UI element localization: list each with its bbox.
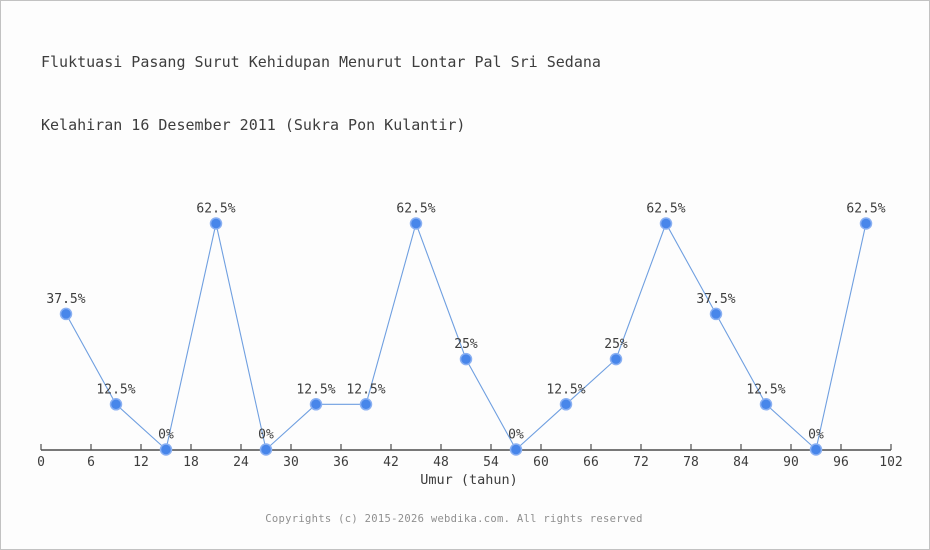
data-point-label: 62.5% — [396, 202, 435, 217]
data-point-marker — [609, 352, 623, 366]
chart-title: Fluktuasi Pasang Surut Kehidupan Menurut… — [41, 10, 601, 178]
data-point-marker — [809, 443, 823, 456]
data-point-label: 37.5% — [46, 292, 85, 307]
data-point-marker — [859, 217, 873, 230]
data-point-label: 25% — [454, 337, 478, 352]
x-tick-label: 84 — [733, 455, 749, 470]
data-point-label: 12.5% — [746, 382, 785, 397]
data-point-marker — [159, 443, 173, 456]
data-point-label: 0% — [258, 428, 274, 443]
data-point-marker — [659, 217, 673, 230]
data-point-marker — [409, 217, 423, 230]
chart-title-line2: Kelahiran 16 Desember 2011 (Sukra Pon Ku… — [41, 116, 466, 134]
chart-title-line1: Fluktuasi Pasang Surut Kehidupan Menurut… — [41, 53, 601, 71]
x-tick-label: 78 — [683, 455, 699, 470]
data-point-marker — [759, 398, 773, 411]
x-tick-label: 90 — [783, 455, 799, 470]
x-tick-label: 42 — [383, 455, 399, 470]
data-point-marker — [109, 398, 123, 411]
data-point-marker — [209, 217, 223, 230]
x-tick-label: 24 — [233, 455, 249, 470]
data-point-label: 25% — [604, 337, 628, 352]
data-point-label: 12.5% — [546, 382, 585, 397]
x-tick-label: 36 — [333, 455, 349, 470]
x-tick-label: 72 — [633, 455, 649, 470]
data-point-label: 0% — [808, 428, 824, 443]
x-tick-label: 60 — [533, 455, 549, 470]
data-point-marker — [259, 443, 273, 456]
data-point-marker — [359, 398, 373, 411]
data-point-marker — [509, 443, 523, 456]
x-tick-label: 6 — [87, 455, 95, 470]
data-point-marker — [709, 307, 723, 321]
x-tick-label: 12 — [133, 455, 149, 470]
data-point-label: 37.5% — [696, 292, 735, 307]
x-tick-label: 96 — [833, 455, 849, 470]
data-point-marker — [559, 398, 573, 411]
x-tick-label: 48 — [433, 455, 449, 470]
data-point-marker — [59, 307, 73, 321]
x-axis-title: Umur (tahun) — [420, 472, 518, 488]
data-point-label: 62.5% — [646, 202, 685, 217]
data-point-label: 0% — [158, 428, 174, 443]
data-point-marker — [309, 398, 323, 411]
copyright-footer: Copyrights (c) 2015-2026 webdika.com. Al… — [265, 513, 643, 525]
x-tick-label: 66 — [583, 455, 599, 470]
x-tick-label: 18 — [183, 455, 199, 470]
data-point-marker — [459, 352, 473, 366]
data-point-label: 62.5% — [846, 202, 885, 217]
data-point-label: 62.5% — [196, 202, 235, 217]
x-tick-label: 30 — [283, 455, 299, 470]
x-tick-label: 0 — [37, 455, 45, 470]
data-point-label: 0% — [508, 428, 524, 443]
data-point-label: 12.5% — [296, 382, 335, 397]
x-tick-label: 102 — [879, 455, 902, 470]
data-point-label: 12.5% — [346, 382, 385, 397]
data-point-label: 12.5% — [96, 382, 135, 397]
x-tick-label: 54 — [483, 455, 499, 470]
